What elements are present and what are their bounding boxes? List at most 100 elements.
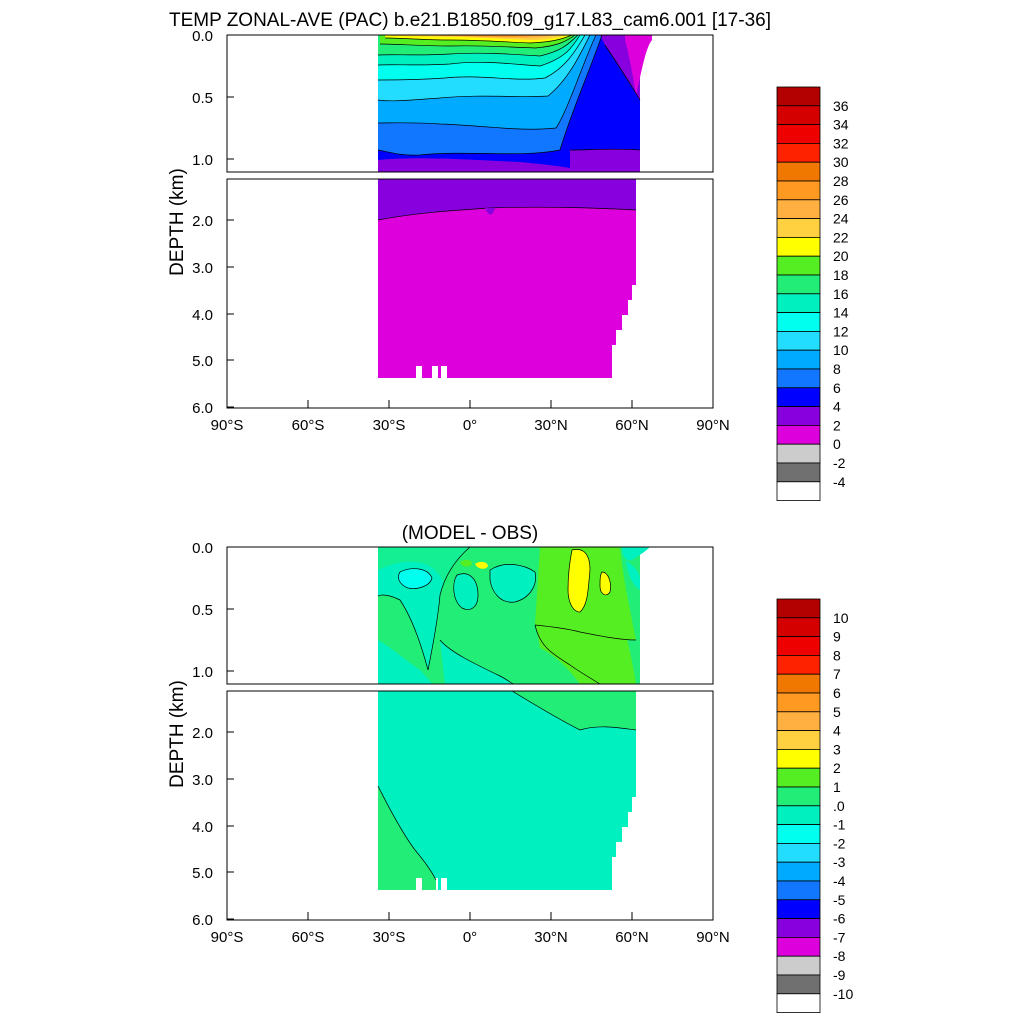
- y-tick-label: 4.0: [192, 307, 213, 324]
- colorbar-swatch: [776, 598, 821, 619]
- colorbar: 10 9 8 7 6 5 4 3 2 1 .0 -1 -2 -3 -4 -5 -6 -7 -8 -9 -10: [776, 598, 853, 1013]
- colorbar-swatch: [776, 274, 821, 295]
- x-tick-label: 60°N: [615, 417, 649, 434]
- y-tick-labels: 0.0 0.5 1.0 2.0 3.0 4.0 5.0 6.0: [192, 540, 213, 929]
- colorbar-label: 22: [833, 229, 849, 245]
- x-tick-label: 0°: [463, 929, 477, 946]
- colorbar-label: 0: [833, 436, 841, 452]
- temperature-panel: TEMP ZONAL-AVE (PAC) b.e21.B1850.f09_g17…: [167, 10, 849, 501]
- colorbar-swatch: [776, 124, 821, 144]
- y-tick-label: 3.0: [192, 772, 213, 789]
- colorbar-label: .0: [833, 798, 845, 814]
- colorbar-label: 8: [833, 361, 841, 377]
- colorbar-swatch: [776, 824, 821, 844]
- colorbar-swatch: [776, 293, 821, 313]
- colorbar-label: -4: [833, 474, 846, 490]
- x-tick-label: 60°N: [615, 929, 649, 946]
- x-tick-label: 90°N: [696, 417, 730, 434]
- colorbar-swatch: [776, 843, 821, 863]
- colorbar-label: 12: [833, 323, 849, 339]
- y-tick-label: 0.0: [192, 540, 213, 557]
- colorbar-label: 14: [833, 305, 849, 321]
- y-axis-label: DEPTH (km): [167, 680, 188, 788]
- y-tick-label: 5.0: [192, 353, 213, 370]
- colorbar-label: 24: [833, 211, 849, 227]
- colorbar-label: -2: [833, 835, 846, 851]
- upper-contour-field: [378, 35, 652, 172]
- y-tick-label: 3.0: [192, 260, 213, 277]
- colorbar-label: 3: [833, 741, 841, 757]
- upper-contour-field: [378, 547, 650, 684]
- colorbar-swatch: [776, 255, 821, 276]
- colorbar-swatch: [776, 749, 821, 769]
- y-axis-label: DEPTH (km): [167, 168, 188, 276]
- colorbar-swatch: [776, 974, 821, 995]
- upper-axes-frame: [226, 546, 714, 685]
- colorbar-swatch: [776, 617, 821, 637]
- colorbar-label: 2: [833, 760, 841, 776]
- colorbar-label: 2: [833, 417, 841, 433]
- y-tick-label: 0.0: [192, 28, 213, 45]
- colorbar-label: -2: [833, 455, 846, 471]
- colorbar-label: 36: [833, 98, 849, 114]
- colorbar-swatch: [776, 692, 821, 713]
- colorbar-swatch: [776, 349, 821, 370]
- colorbar-swatch: [776, 993, 821, 1013]
- colorbar-label: -5: [833, 892, 846, 908]
- colorbar-label: 16: [833, 286, 849, 302]
- colorbar-swatch: [776, 86, 821, 107]
- colorbar-label: 34: [833, 117, 849, 133]
- colorbar-label: -9: [833, 967, 846, 983]
- colorbar-swatch: [776, 330, 821, 351]
- colorbar-swatch: [776, 730, 821, 750]
- y-tick-label: 6.0: [192, 912, 213, 929]
- colorbar-swatch: [776, 443, 821, 464]
- y-tick-label: 6.0: [192, 400, 213, 417]
- chart-title: TEMP ZONAL-AVE (PAC) b.e21.B1850.f09_g17…: [169, 10, 771, 31]
- y-tick-label: 2.0: [192, 213, 213, 230]
- x-tick-labels: 90°S 60°S 30°S 0° 30°N 60°N 90°N: [211, 417, 730, 434]
- colorbar-label: 7: [833, 666, 841, 682]
- lower-contour-field: [378, 691, 636, 890]
- y-tick-label: 4.0: [192, 819, 213, 836]
- colorbar-label: 30: [833, 154, 849, 170]
- colorbar-swatch: [776, 481, 821, 501]
- colorbar-label: 26: [833, 192, 849, 208]
- colorbar-swatch: [776, 786, 821, 807]
- y-tick-label: 0.5: [192, 602, 213, 619]
- colorbar-swatch: [776, 161, 821, 182]
- x-tick-label: 30°S: [373, 417, 406, 434]
- colorbar-swatch: [776, 805, 821, 825]
- colorbar-swatch: [776, 880, 821, 901]
- colorbar-swatch: [776, 312, 821, 332]
- upper-axes-frame: [226, 34, 714, 173]
- colorbar-label: 4: [833, 399, 841, 415]
- x-tick-labels: 90°S 60°S 30°S 0° 30°N 60°N 90°N: [211, 929, 730, 946]
- colorbar-label: 28: [833, 173, 849, 189]
- colorbar-swatch: [776, 767, 821, 788]
- colorbar-label: 10: [833, 610, 849, 626]
- tick-marks: [227, 34, 633, 408]
- colorbar-swatch: [776, 673, 821, 694]
- colorbar-swatch: [776, 142, 821, 163]
- colorbar-label: 10: [833, 342, 849, 358]
- colorbar-swatch: [776, 918, 821, 938]
- lower-contour-lines: [377, 691, 637, 881]
- colorbar-label: -8: [833, 948, 846, 964]
- y-tick-label: 1.0: [192, 664, 213, 681]
- colorbar-label: 4: [833, 723, 841, 739]
- colorbar-label: -10: [833, 986, 853, 1002]
- y-tick-label: 0.5: [192, 90, 213, 107]
- colorbar-swatch: [776, 462, 821, 483]
- colorbar-swatch: [776, 937, 821, 957]
- x-tick-label: 90°S: [211, 929, 244, 946]
- x-tick-label: 90°N: [696, 929, 730, 946]
- colorbar-label: -1: [833, 817, 846, 833]
- colorbar-label: 1: [833, 779, 841, 795]
- colorbar-label: -4: [833, 873, 846, 889]
- colorbar-swatch: [776, 180, 821, 201]
- difference-panel: (MODEL - OBS): [167, 523, 853, 1013]
- x-tick-label: 30°N: [534, 417, 568, 434]
- colorbar-swatch: [776, 368, 821, 389]
